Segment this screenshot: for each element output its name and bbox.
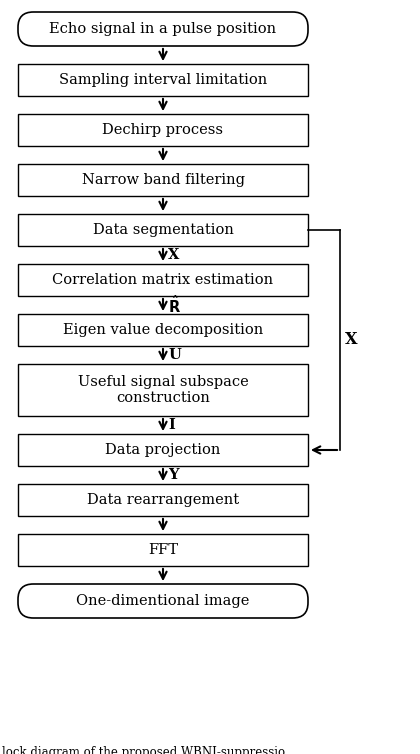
Text: Y: Y: [168, 468, 178, 482]
Text: Data rearrangement: Data rearrangement: [87, 493, 239, 507]
Text: Data projection: Data projection: [105, 443, 220, 457]
FancyBboxPatch shape: [18, 584, 308, 618]
FancyBboxPatch shape: [18, 214, 308, 246]
Text: lock diagram of the proposed WBNI-suppressio: lock diagram of the proposed WBNI-suppre…: [2, 746, 285, 754]
FancyBboxPatch shape: [18, 64, 308, 96]
Text: Data segmentation: Data segmentation: [92, 223, 234, 237]
Text: Echo signal in a pulse position: Echo signal in a pulse position: [50, 22, 276, 36]
FancyBboxPatch shape: [18, 264, 308, 296]
Text: I: I: [168, 418, 175, 432]
FancyBboxPatch shape: [18, 164, 308, 196]
Text: FFT: FFT: [148, 543, 178, 557]
Text: One-dimentional image: One-dimentional image: [76, 594, 249, 608]
FancyBboxPatch shape: [18, 114, 308, 146]
Text: Correlation matrix estimation: Correlation matrix estimation: [52, 273, 273, 287]
Text: X: X: [345, 332, 357, 348]
Text: $\hat{\mathbf{R}}$: $\hat{\mathbf{R}}$: [168, 294, 181, 316]
FancyBboxPatch shape: [18, 364, 308, 416]
FancyBboxPatch shape: [18, 434, 308, 466]
FancyBboxPatch shape: [18, 12, 308, 46]
FancyBboxPatch shape: [18, 314, 308, 346]
Text: X: X: [168, 248, 179, 262]
FancyBboxPatch shape: [18, 484, 308, 516]
Text: Dechirp process: Dechirp process: [102, 123, 223, 137]
Text: Sampling interval limitation: Sampling interval limitation: [59, 73, 267, 87]
Text: Useful signal subspace
construction: Useful signal subspace construction: [78, 375, 248, 405]
Text: Narrow band filtering: Narrow band filtering: [81, 173, 244, 187]
FancyBboxPatch shape: [18, 534, 308, 566]
Text: Eigen value decomposition: Eigen value decomposition: [63, 323, 263, 337]
Text: U: U: [168, 348, 181, 362]
